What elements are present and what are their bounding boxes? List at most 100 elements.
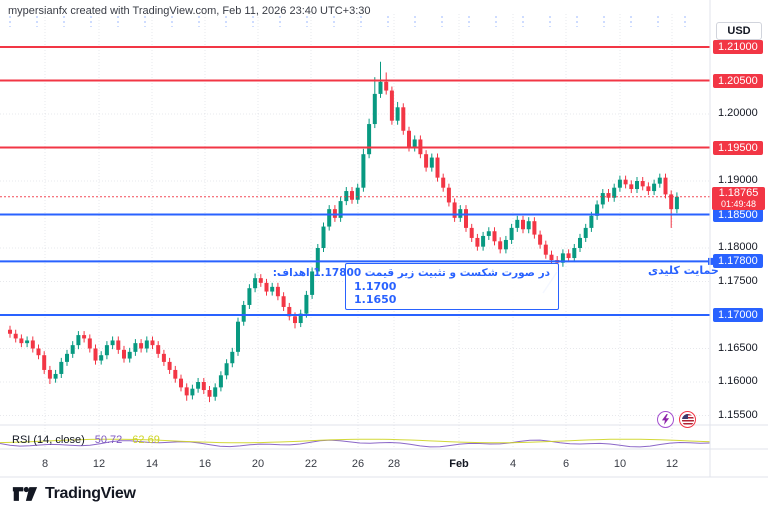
candle-body [515,219,520,228]
rsi-indicator-legend[interactable]: RSI (14, close) 50.72 62.69 [12,434,160,446]
tradingview-logo-icon [12,486,38,501]
price-level-badge[interactable]: 1.20500 [713,73,763,88]
candle-body [424,154,429,168]
price-level-badge[interactable]: 1.17800 [713,254,763,269]
candle-body [532,221,537,235]
candle-body [509,227,514,240]
candle-body [87,338,92,349]
candle-body [475,237,480,247]
candle-body [395,107,400,121]
candle-body [53,373,58,379]
time-tick-label: 12 [665,458,679,470]
price-level-badge[interactable]: 1.18500 [713,207,763,222]
candle-body [350,191,354,200]
candle-body [258,278,263,283]
candle-body [156,345,161,354]
watermark-attribution: mypersianfx created with TradingView.com… [8,5,371,17]
candle-body [167,361,172,370]
candle-body [441,177,446,188]
candle-body [589,215,594,228]
time-tick-label: 8 [41,458,49,470]
time-tick-label: Feb [449,458,469,470]
idea-bubble-lightning[interactable] [657,411,674,428]
candle-body [247,288,252,305]
candle-body [640,181,645,187]
candle-body [578,237,582,248]
candle-body [600,193,605,205]
candle-body [65,353,69,362]
candle-body [429,157,434,168]
candle-body [549,254,554,261]
candle-body [458,209,463,218]
candle-body [401,107,406,131]
price-level-badge[interactable]: 1.19500 [713,140,763,155]
price-tick-label: 1.18000 [718,241,758,253]
candle-body [355,187,360,200]
bar-countdown: 01:49:48 [720,198,757,209]
candle-body [372,93,377,125]
time-tick-label: 10 [613,458,627,470]
candle-body [218,375,223,388]
candle-body [321,226,326,248]
candle-body [139,343,144,349]
candle-body [8,329,12,334]
price-tick-label: 1.20000 [718,107,758,119]
candle-body [384,81,389,91]
candle-body [657,177,662,184]
candle-body [150,340,155,346]
candle-body [646,186,651,192]
candle-body [469,227,474,238]
currency-toggle-button[interactable]: USD [716,22,762,40]
candle-body [173,369,178,379]
current-price-badge[interactable]: 1.18765 01:49:48 [712,186,765,210]
candle-body [281,296,286,307]
time-tick-label: 4 [509,458,517,470]
candle-body [543,244,548,255]
candle-body [287,306,292,317]
support-line-handle[interactable] [708,257,715,265]
candle-body [201,382,206,391]
time-tick-label: 6 [562,458,570,470]
idea-bubble-us-flag[interactable] [679,411,696,428]
candle-body [19,338,24,344]
candle-body [595,204,600,216]
candle-body [446,187,451,203]
candle-body [224,363,229,376]
time-tick-label: 12 [92,458,106,470]
candle-body [481,235,486,247]
callout-text-line: در صورت شکست و تثبیت زیر قیمت 1.17800 اه… [272,267,550,279]
candle-body [344,191,349,202]
key-support-label[interactable]: حمایت کلیدی [648,264,719,277]
time-tick-label: 28 [387,458,401,470]
time-tick-label: 20 [251,458,265,470]
candle-body [635,181,639,190]
candle-body [583,227,588,238]
candle-body [566,253,571,259]
candle-body [13,333,18,339]
candle-body [293,316,297,324]
candle-body [82,335,87,339]
candle-body [241,304,246,322]
candle-body [76,335,81,346]
candle-body [70,345,75,354]
candle-body [304,294,309,314]
us-flag-icon [681,413,694,426]
candle-body [521,219,525,230]
time-tick-label: 14 [145,458,159,470]
analysis-callout-box[interactable]: در صورت شکست و تثبیت زیر قیمت 1.17800 اه… [272,263,559,310]
candle-body [407,130,411,148]
callout-target-2: 1.1650 [354,293,397,306]
price-level-badge[interactable]: 1.17000 [713,308,763,322]
candle-body [190,388,195,396]
time-tick-label: 22 [304,458,318,470]
candle-body [270,286,275,292]
candle-body [378,81,383,94]
tradingview-logo[interactable]: TradingView [12,485,136,503]
candle-body [338,201,343,218]
price-level-badge[interactable]: 1.21000 [713,40,763,54]
candle-body [30,340,35,349]
candle-body [275,286,280,297]
candle-body [196,382,201,389]
